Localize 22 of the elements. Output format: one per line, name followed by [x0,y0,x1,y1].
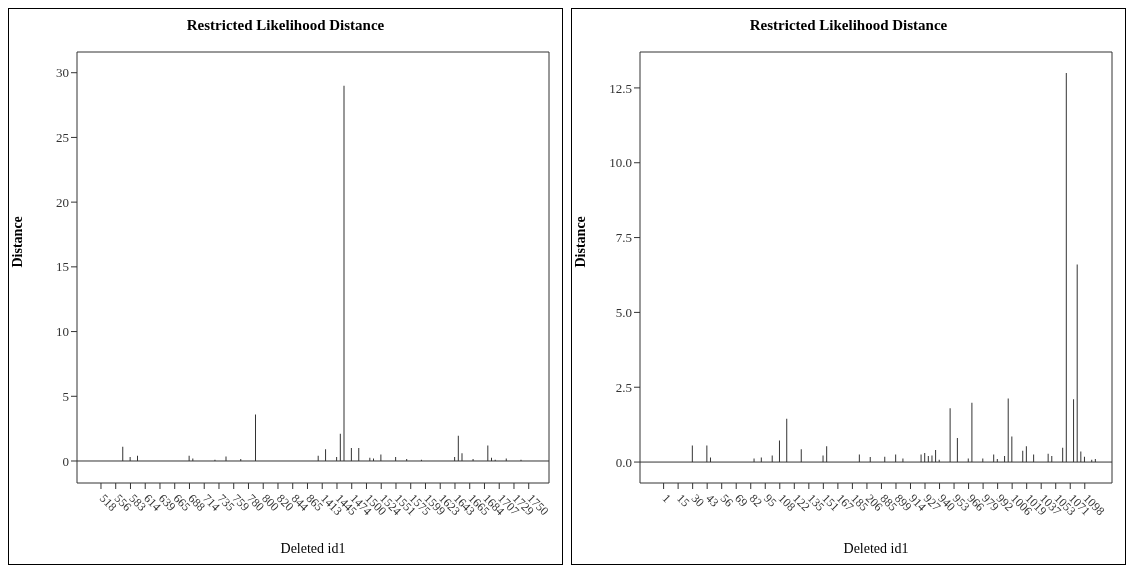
y-tick-label: 25 [56,130,69,146]
y-tick-label: 12.5 [609,80,632,96]
y-tick-label: 10 [56,324,69,340]
x-tick-label: 1 [659,491,674,506]
y-tick-label: 20 [56,194,69,210]
y-axis-title: Distance [572,216,588,268]
x-tick-label: 30 [688,491,707,510]
x-tick-label: 95 [761,491,780,510]
y-tick-label: 0 [62,453,69,469]
x-axis-title: Deleted id1 [843,541,909,556]
chart-title: Restricted Likelihood Distance [185,17,386,35]
y-tick-label: 7.5 [615,230,632,246]
y-tick-label: 2.5 [615,379,632,395]
y-tick-label: 5.0 [615,305,632,321]
y-axis-title: Distance [9,216,25,268]
chart-title: Restricted Likelihood Distance [748,17,949,35]
x-axis-title: Deleted id1 [280,541,346,556]
y-tick-label: 10.0 [609,155,632,171]
y-tick-label: 30 [56,65,69,81]
y-tick-label: 5 [62,388,69,404]
y-tick-label: 0.0 [615,454,632,470]
y-tick-label: 15 [56,259,69,275]
